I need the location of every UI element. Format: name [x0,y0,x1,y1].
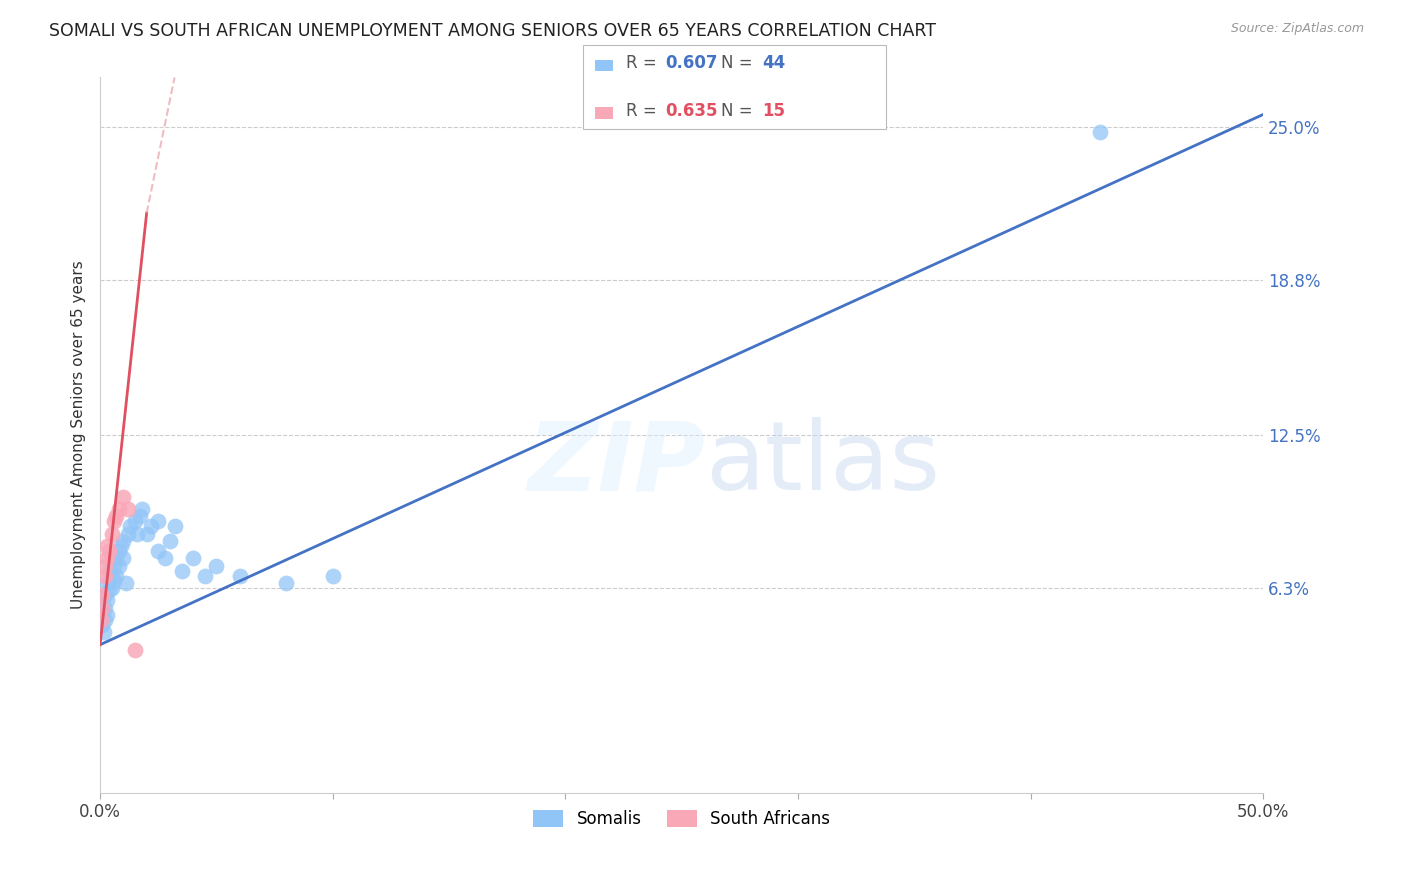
Point [103,574,125,588]
Point [117,502,139,516]
Point [128,509,150,524]
Text: N =: N = [721,54,758,72]
Text: Source: ZipAtlas.com: Source: ZipAtlas.com [1230,22,1364,36]
Point [100,568,122,582]
Point [117,526,139,541]
Point [148,514,170,528]
Point [112,551,135,566]
Point [100,581,122,595]
Point [276,576,298,591]
Point [159,534,181,549]
Point [94,588,117,602]
Point [141,519,163,533]
Point [124,642,146,657]
Point [170,564,193,578]
Point [98,564,121,578]
Text: N =: N = [721,102,758,120]
Text: 15: 15 [762,102,785,120]
Point [194,568,217,582]
Text: atlas: atlas [704,417,941,510]
Point [100,526,122,541]
Text: 44: 44 [762,54,786,72]
Point [103,558,125,573]
Point [105,509,128,524]
Point [135,526,157,541]
Point [112,534,135,549]
Text: 0.607: 0.607 [665,54,717,72]
Point [96,576,118,591]
Point [148,544,170,558]
Point [94,558,117,573]
Text: SOMALI VS SOUTH AFRICAN UNEMPLOYMENT AMONG SENIORS OVER 65 YEARS CORRELATION CHA: SOMALI VS SOUTH AFRICAN UNEMPLOYMENT AMO… [49,22,936,40]
Point [105,568,128,582]
Point [1090,125,1112,139]
Point [91,588,114,602]
Legend: Somalis, South Africans: Somalis, South Africans [527,803,837,834]
Text: 0.635: 0.635 [665,102,717,120]
Point [96,608,118,623]
Point [91,600,114,615]
Point [94,568,117,582]
Point [107,558,129,573]
Point [112,490,135,504]
Point [105,551,128,566]
Point [163,519,186,533]
Point [103,514,125,528]
Point [96,539,118,553]
Point [96,551,118,566]
Point [120,519,142,533]
Point [155,551,177,566]
Point [94,600,117,615]
Text: R =: R = [626,102,662,120]
Point [96,593,118,607]
Text: ZIP: ZIP [527,417,704,510]
Text: R =: R = [626,54,662,72]
Point [94,613,117,627]
Point [127,526,149,541]
Point [131,502,153,516]
Point [90,613,112,627]
Point [322,568,344,582]
Point [181,551,204,566]
Point [98,544,121,558]
Y-axis label: Unemployment Among Seniors over 65 years: Unemployment Among Seniors over 65 years [72,260,86,609]
Point [107,502,129,516]
Point [98,583,121,598]
Point [91,618,114,632]
Point [114,576,136,591]
Point [110,539,132,553]
Point [124,514,146,528]
Point [93,625,115,640]
Point [107,544,129,558]
Point [205,558,228,573]
Point [90,613,112,627]
Point [228,568,250,582]
